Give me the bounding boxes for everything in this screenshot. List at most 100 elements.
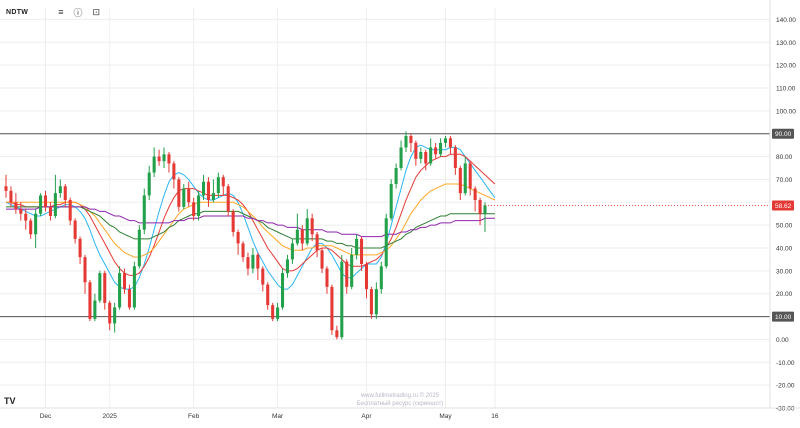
- candle-up: [463, 163, 467, 194]
- candle-up: [142, 195, 146, 230]
- candle-down: [325, 268, 329, 287]
- candle-up: [389, 184, 393, 219]
- hamburger-menu-icon[interactable]: ≡: [58, 7, 64, 17]
- candle-up: [197, 195, 201, 216]
- candle-down: [434, 147, 438, 155]
- candle-down: [108, 302, 112, 324]
- moving-average-line: [6, 206, 495, 238]
- candle-down: [221, 177, 225, 187]
- candle-up: [399, 147, 403, 168]
- candle-down: [103, 273, 107, 303]
- y-tick-label: 110.00: [776, 86, 796, 93]
- level-tag-label: 90.00: [775, 131, 792, 138]
- candle-up: [276, 307, 280, 319]
- candle-down: [88, 282, 92, 319]
- candle-down: [468, 163, 472, 189]
- watermark-text-line2: Бесплатный ресурс (скриншот): [357, 400, 444, 407]
- x-tick-label: Apr: [361, 413, 372, 420]
- candle-up: [295, 229, 299, 244]
- candle-down: [157, 156, 161, 162]
- candle-down: [271, 305, 275, 319]
- candle-down: [364, 264, 369, 290]
- candle-down: [192, 202, 196, 216]
- candle-down: [345, 261, 349, 287]
- candle-up: [152, 156, 156, 173]
- moving-average-line: [5, 144, 496, 290]
- y-tick-label: 80.00: [776, 154, 793, 161]
- candle-down: [177, 179, 181, 207]
- last-price-tag: [772, 200, 794, 211]
- candle-down: [9, 190, 13, 203]
- candle-down: [167, 154, 171, 164]
- candle-down: [320, 250, 324, 269]
- x-tick-label: Mar: [272, 413, 284, 420]
- candle-down: [310, 218, 314, 235]
- candle-down: [78, 238, 82, 258]
- candle-down: [453, 147, 457, 168]
- candle-down: [261, 268, 265, 285]
- y-tick-label: 20.00: [776, 291, 793, 298]
- y-tick-label: 0.00: [776, 337, 789, 344]
- candle-up: [290, 243, 294, 260]
- candle-down: [4, 186, 8, 191]
- candle-up: [350, 254, 354, 287]
- candle-up: [211, 193, 215, 200]
- candle-down: [256, 254, 260, 269]
- candle-down: [172, 163, 176, 180]
- candle-up: [98, 273, 102, 301]
- candle-down: [48, 206, 52, 216]
- candle-up: [147, 172, 151, 196]
- candle-up: [379, 266, 383, 290]
- y-tick-label: -30.00: [776, 406, 795, 413]
- info-icon[interactable]: ⓘ: [73, 7, 83, 18]
- candle-up: [53, 193, 57, 216]
- candle-up: [285, 259, 290, 274]
- candle-down: [187, 188, 191, 203]
- tradingview-logo: TV: [4, 396, 16, 406]
- y-tick-label: 70.00: [776, 177, 793, 184]
- x-tick-label: 16: [491, 413, 499, 420]
- candle-down: [236, 232, 240, 244]
- y-tick-label: 30.00: [776, 268, 793, 275]
- candle-down: [458, 168, 462, 194]
- candle-down: [315, 234, 319, 251]
- candle-down: [231, 211, 235, 232]
- camera-icon[interactable]: ⊡: [92, 6, 101, 17]
- candle-down: [29, 220, 33, 235]
- candle-up: [384, 218, 388, 267]
- candle-up: [419, 152, 423, 159]
- candle-down: [300, 229, 304, 244]
- last-price-label: 58.62: [775, 203, 792, 210]
- candle-up: [439, 142, 443, 155]
- level-tag: [772, 128, 794, 139]
- y-tick-label: 50.00: [776, 223, 793, 230]
- symbol-label[interactable]: NDTW: [6, 8, 29, 16]
- moving-average-line: [6, 183, 496, 258]
- x-tick-label: 2025: [102, 413, 117, 420]
- y-tick-label: -20.00: [776, 383, 795, 390]
- candle-up: [483, 205, 487, 214]
- y-tick-label: 120.00: [776, 63, 796, 70]
- candle-up: [374, 289, 378, 315]
- candle-down: [206, 181, 210, 200]
- candle-down: [473, 188, 477, 200]
- candle-down: [43, 195, 48, 207]
- candle-up: [93, 300, 97, 319]
- candle-down: [19, 209, 23, 214]
- candle-down: [409, 136, 413, 143]
- level-tag-label: 10.00: [775, 314, 792, 321]
- candle-up: [443, 138, 448, 143]
- y-tick-label: 100.00: [776, 108, 796, 115]
- candle-down: [414, 142, 418, 159]
- grid-lines: [0, 8, 770, 409]
- candle-up: [216, 177, 220, 194]
- candle-up: [355, 238, 359, 255]
- candle-up: [162, 154, 166, 162]
- moving-average-line: [6, 153, 496, 276]
- candle-down: [226, 186, 230, 212]
- x-tick-label: Dec: [40, 413, 52, 420]
- candle-up: [340, 261, 344, 338]
- candle-down: [14, 202, 18, 210]
